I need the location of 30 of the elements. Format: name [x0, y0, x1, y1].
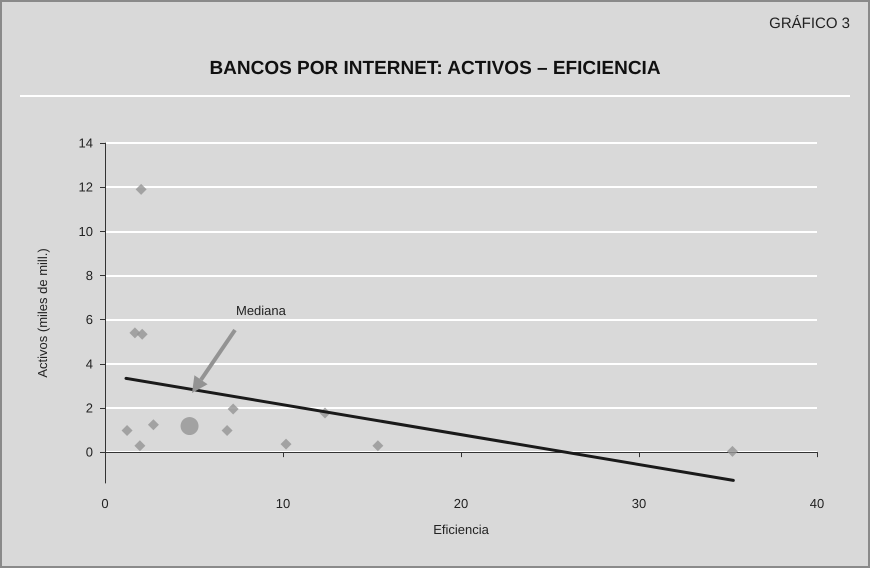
point [129, 327, 140, 338]
chart-title: BANCOS POR INTERNET: ACTIVOS – EFICIENCIA [209, 58, 661, 79]
y-tick-label: 8 [86, 268, 93, 283]
point [136, 184, 147, 195]
y-tick-label: 10 [78, 224, 93, 239]
x-axis-title: Eficiencia [433, 522, 490, 537]
point [372, 440, 384, 452]
y-tick-label: 4 [86, 356, 93, 372]
y-tick-label: 12 [78, 180, 93, 195]
x-tick-label: 0 [101, 496, 109, 511]
y-tick-label: 0 [86, 444, 93, 460]
point [134, 440, 146, 452]
x-tick-label: 10 [276, 496, 290, 511]
annotation: Mediana [236, 303, 287, 318]
point [228, 404, 239, 415]
x-tick-label: 40 [810, 496, 824, 511]
x-tick-label: 20 [454, 496, 468, 511]
y-tick-label: 2 [86, 400, 93, 416]
point [148, 419, 159, 430]
y-tick-label: 14 [78, 136, 93, 150]
point [726, 446, 738, 457]
point [280, 438, 292, 450]
point [122, 424, 133, 436]
point [136, 328, 148, 340]
y-axis-title: Activos (miles de mill.) [35, 248, 50, 378]
y-tick-label: 6 [86, 312, 93, 328]
text: GRÁFICO 3 [769, 14, 850, 32]
point [222, 424, 233, 436]
point [180, 417, 199, 436]
x-tick-label: 30 [632, 496, 646, 511]
